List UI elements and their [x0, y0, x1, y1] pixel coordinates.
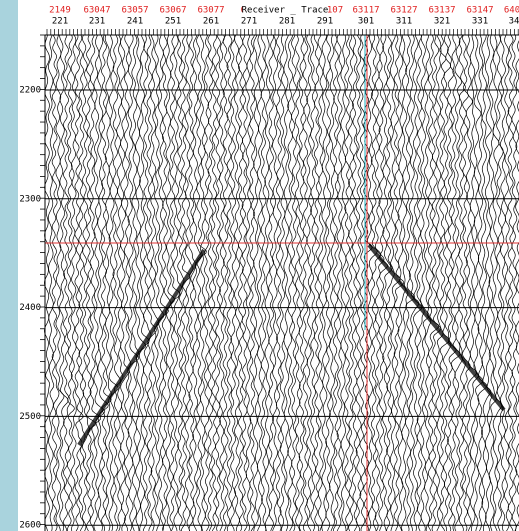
trace-label: 261: [203, 17, 219, 27]
trace-label: 281: [279, 17, 295, 27]
trace-label: 291: [317, 17, 333, 27]
receiver-label: 63057: [121, 6, 148, 16]
trace-label: 231: [89, 17, 105, 27]
section-title: Receiver _ Trace: [242, 6, 329, 16]
page: 2200 2300 2400 2500 2600 2149 63047 63057 63067 6…: [0, 0, 519, 531]
trace-label: 301: [358, 17, 374, 27]
time-label: 2300: [19, 194, 41, 204]
trace-label: 241: [127, 17, 143, 27]
trace-label: 311: [396, 17, 412, 27]
trace-label: 221: [52, 17, 68, 27]
receiver-label: 63047: [83, 6, 110, 16]
time-label: 2500: [19, 412, 41, 422]
receiver-label: 63147: [466, 6, 493, 16]
seismic-view: 2200 2300 2400 2500 2600 2149 63047 63057 63067 6…: [0, 0, 519, 531]
trace-label: 34: [509, 17, 519, 27]
receiver-label: 640: [504, 6, 519, 16]
trace-label: 321: [434, 17, 450, 27]
receiver-label: 107: [327, 6, 343, 16]
time-label: 2600: [19, 521, 41, 531]
receiver-label: 63127: [390, 6, 417, 16]
receiver-label: 63137: [428, 6, 455, 16]
trace-label: 251: [165, 17, 181, 27]
time-label: 2200: [19, 86, 41, 96]
receiver-label: 63077: [197, 6, 224, 16]
trace-label: 271: [241, 17, 257, 27]
receiver-label: 63067: [159, 6, 186, 16]
panel: [18, 0, 519, 531]
trace-label: 331: [472, 17, 488, 27]
receiver-label: 63117: [352, 6, 379, 16]
time-label: 2400: [19, 303, 41, 313]
receiver-label: 2149: [49, 6, 71, 16]
